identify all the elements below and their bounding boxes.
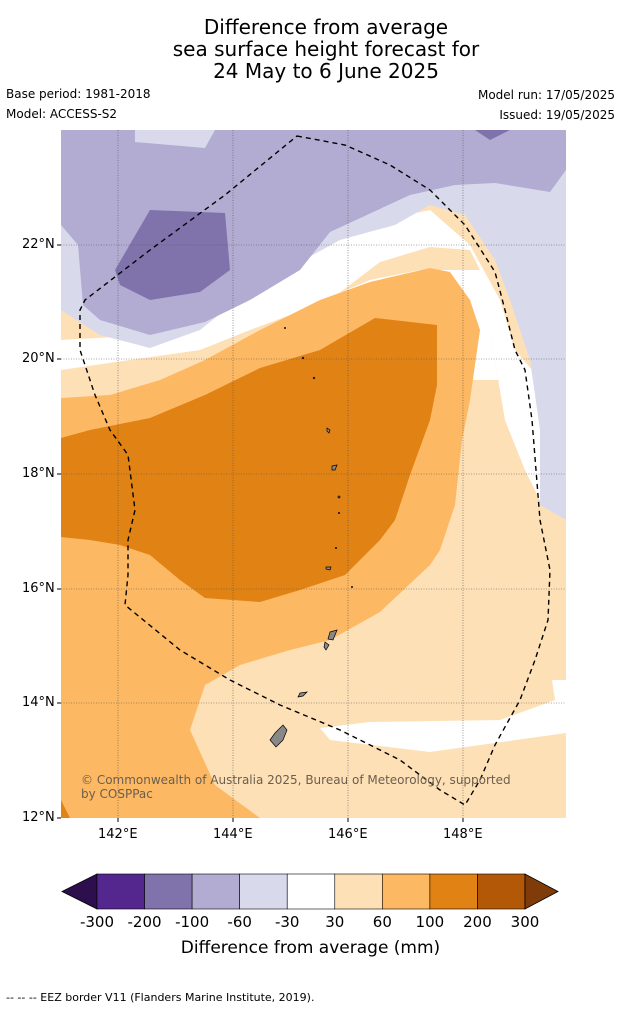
title-line-2: sea surface height forecast for [172,37,480,61]
colorbar-tick-label: 300 [510,913,540,931]
colorbar-title: Difference from average (mm) [180,938,441,958]
copyright-notice: © Commonwealth of Australia 2025, Bureau… [81,773,511,801]
colorbar-segment [144,873,193,910]
eez-legend-note: -- -- -- EEZ border V11 (Flanders Marine… [6,991,315,1004]
map-title: Difference from average sea surface heig… [0,16,621,82]
lon-label-148e: 148°E [443,827,483,842]
title-line-1: Difference from average [203,15,449,39]
colorbar-extend-low [61,873,98,910]
islands [269,327,353,748]
colorbar-tick-label: -30 [274,913,300,931]
colorbar [61,873,559,910]
model-run-label: Model run: 17/05/2025 [477,88,615,102]
eez-border-line [79,135,551,806]
colorbar-tick-label: -60 [227,913,252,931]
lat-label-12n: 12°N [22,810,55,825]
colorbar-tick-label: 200 [463,913,492,931]
base-period-label: Base period: 1981-2018 [6,87,151,101]
colorbar-extend-high [524,873,559,910]
lat-label-20n: 20°N [22,351,55,366]
contour-neutral-east [320,520,566,752]
island-guam [269,724,288,748]
colorbar-tick-label: -100 [175,913,210,931]
graticule [61,130,566,818]
title-line-3: 24 May to 6 June 2025 [213,59,439,83]
colorbar-tick-label: 30 [325,913,345,931]
lat-label-22n: 22°N [22,237,55,252]
colorbar-segment [477,873,526,910]
colorbar-segment [382,873,431,910]
colorbar-segment [96,873,145,910]
copyright-line-1: © Commonwealth of Australia 2025, Bureau… [81,773,511,787]
lat-label-18n: 18°N [22,466,55,481]
lat-label-14n: 14°N [22,695,55,710]
issued-label: Issued: 19/05/2025 [499,108,615,122]
contour-100-200 [61,318,437,602]
island-rota [297,691,308,698]
model-label: Model: ACCESS-S2 [6,107,118,121]
colorbar-tick-label: 100 [415,913,445,931]
island-saipan [327,629,338,641]
copyright-line-2: by COSPPac [81,787,153,801]
colorbar-tick-label: 60 [372,913,392,931]
anomaly-contours [61,130,566,818]
colorbar-tick-label: -300 [79,913,115,931]
colorbar-segment [191,873,240,910]
lat-label-16n: 16°N [22,581,55,596]
lon-label-144e: 144°E [213,827,253,842]
contour-neg-100-200 [115,210,230,300]
lon-label-146e: 146°E [328,827,368,842]
colorbar-tick-label: -200 [127,913,162,931]
colorbar-segment [239,873,288,910]
lon-label-142e: 142°E [98,827,138,842]
colorbar-segment [286,873,336,910]
axis-ticks [57,244,464,822]
colorbar-segment [334,873,383,910]
colorbar-segment [429,873,478,910]
